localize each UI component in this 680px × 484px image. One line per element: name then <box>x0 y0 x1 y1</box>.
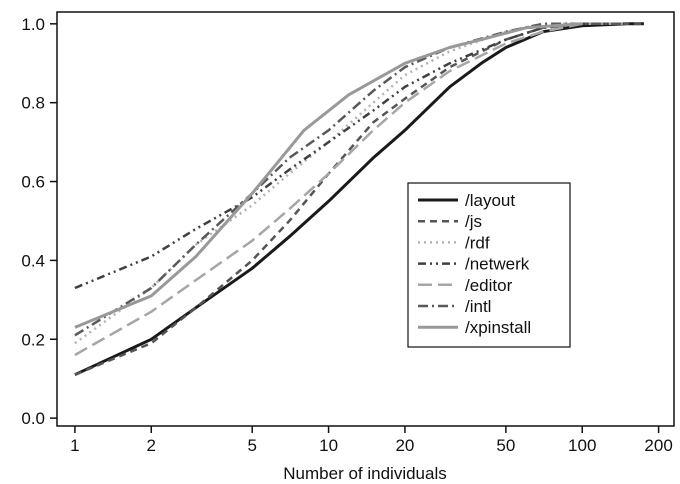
series-line-netwerk <box>74 22 627 290</box>
series-line-rdf <box>74 22 583 345</box>
legend-label: /editor <box>465 276 513 295</box>
y-tick-label: 1.0 <box>21 15 45 34</box>
series-line-intl <box>74 22 627 337</box>
x-tick-label: 10 <box>319 436 338 455</box>
legend: /layout/js/rdf/netwerk/editor/intl/xpins… <box>407 182 571 348</box>
legend-label: /intl <box>465 297 491 316</box>
x-tick-label: 1 <box>70 436 79 455</box>
legend-label: /js <box>465 212 482 231</box>
x-tick-label: 200 <box>644 436 672 455</box>
x-axis-title: Number of individuals <box>283 464 446 483</box>
y-tick-label: 0.4 <box>21 251 45 270</box>
legend-label: /netwerk <box>465 255 530 274</box>
y-axis: 0.0 0.2 0.4 0.6 0.8 1.0 <box>21 15 57 428</box>
legend-box <box>407 182 571 348</box>
x-tick-label: 50 <box>496 436 515 455</box>
y-tick-label: 0.6 <box>21 173 45 192</box>
x-tick-label: 20 <box>395 436 414 455</box>
series-line-editor <box>74 22 627 357</box>
x-tick-label: 100 <box>568 436 596 455</box>
legend-label: /layout <box>465 191 515 210</box>
x-axis: 1 2 5 10 20 50 100 200 <box>70 426 673 455</box>
x-tick-label: 5 <box>247 436 256 455</box>
legend-label: /rdf <box>465 233 490 252</box>
plot-frame <box>56 11 675 427</box>
series-line-layout <box>74 22 644 377</box>
y-tick-label: 0.0 <box>21 409 45 428</box>
legend-label: /xpinstall <box>465 318 531 337</box>
series-line-xpinstall <box>74 22 583 329</box>
x-tick-label: 2 <box>147 436 156 455</box>
y-tick-label: 0.2 <box>21 330 45 349</box>
y-tick-label: 0.8 <box>21 94 45 113</box>
series-layer <box>74 22 644 377</box>
